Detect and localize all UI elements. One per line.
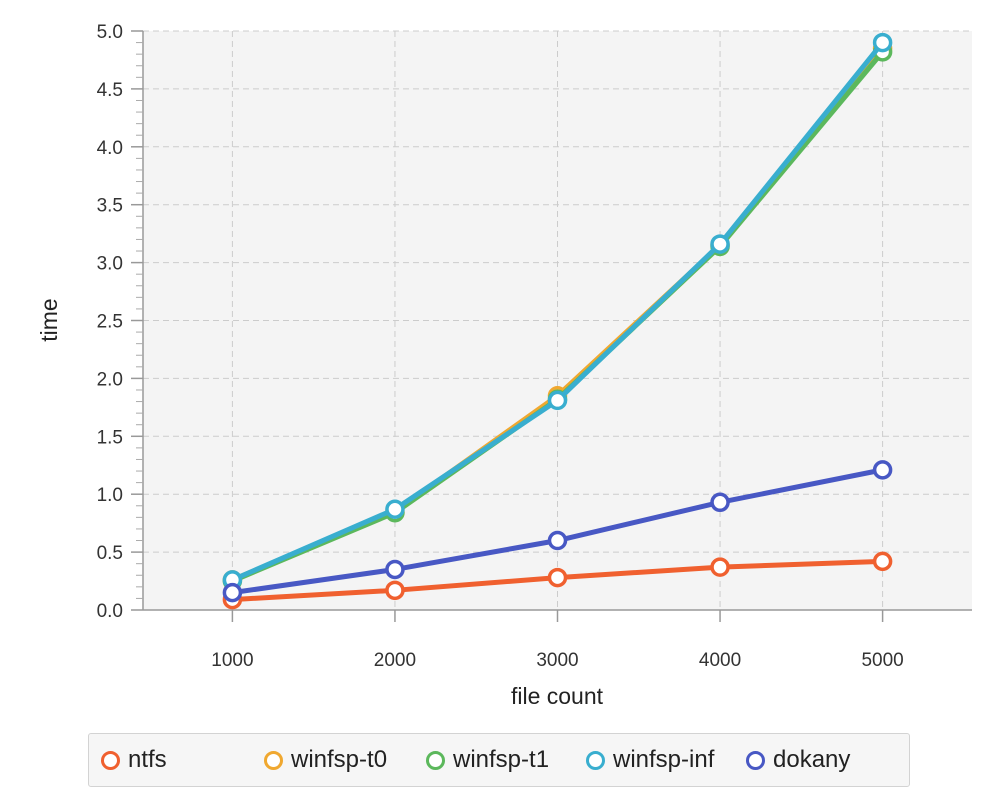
- x-axis-title: file count: [511, 683, 604, 709]
- y-tick-label: 1.0: [97, 485, 123, 506]
- legend-marker-icon: [746, 750, 765, 770]
- data-point: [872, 551, 893, 572]
- data-point: [710, 557, 730, 577]
- x-tick-label: 1000: [211, 650, 253, 671]
- legend-item-dokany[interactable]: dokany: [746, 734, 850, 786]
- y-tick-label: 4.5: [97, 80, 123, 101]
- x-ticks: 1000 2000 3000 4000 5000: [211, 610, 904, 671]
- series-lines: [222, 32, 893, 610]
- y-tick-label: 3.0: [97, 254, 123, 275]
- y-tick-label: 0.5: [97, 543, 123, 564]
- y-tick-label: 2.5: [97, 312, 123, 333]
- y-tick-label: 2.0: [97, 369, 123, 390]
- legend-item-ntfs[interactable]: ntfs: [101, 734, 167, 786]
- y-tick-label: 0.0: [97, 601, 123, 622]
- data-point: [547, 530, 568, 551]
- legend-marker-icon: [426, 750, 445, 770]
- data-point: [547, 390, 568, 411]
- legend-label: winfsp-inf: [613, 746, 715, 773]
- legend-label: ntfs: [128, 746, 167, 773]
- y-tick-label: 1.5: [97, 427, 123, 448]
- legend-item-winfsp-t0[interactable]: winfsp-t0: [264, 734, 387, 786]
- legend-item-winfsp-t1[interactable]: winfsp-t1: [426, 734, 549, 786]
- x-tick-label: 3000: [536, 650, 578, 671]
- data-point: [385, 580, 405, 601]
- legend-label: winfsp-t1: [453, 746, 550, 773]
- legend-item-winfsp-inf[interactable]: winfsp-inf: [586, 734, 714, 786]
- series-dokany: [222, 460, 893, 603]
- legend-marker-icon: [101, 750, 120, 770]
- data-point: [385, 499, 405, 520]
- legend: ntfs winfsp-t0 winfsp-t1 winfsp-inf dokany: [88, 733, 910, 787]
- legend-marker-icon: [586, 750, 605, 770]
- line-chart: 0.0 0.5 1.0 1.5 2.0 2.5 3.0 3.5 4.0 4.5 5.0 1000 20…: [36, 22, 972, 709]
- y-axis-title: time: [36, 298, 62, 341]
- data-point: [710, 234, 730, 254]
- data-point: [385, 559, 405, 580]
- data-point: [547, 567, 568, 588]
- x-tick-label: 4000: [699, 650, 741, 671]
- x-tick-label: 2000: [374, 650, 416, 671]
- data-point: [222, 582, 243, 603]
- y-tick-label: 4.0: [97, 138, 123, 159]
- y-tick-label: 3.5: [97, 196, 123, 217]
- data-point: [710, 492, 730, 513]
- series-ntfs: [222, 551, 893, 610]
- data-point: [872, 460, 893, 480]
- data-point: [872, 32, 893, 53]
- y-tick-label: 5.0: [97, 22, 123, 43]
- y-ticks: 0.0 0.5 1.0 1.5 2.0 2.5 3.0 3.5 4.0 4.5 5.0: [97, 22, 143, 622]
- legend-marker-icon: [264, 750, 283, 770]
- x-tick-label: 5000: [861, 650, 903, 671]
- legend-label: dokany: [773, 746, 851, 773]
- legend-label: winfsp-t0: [291, 746, 388, 773]
